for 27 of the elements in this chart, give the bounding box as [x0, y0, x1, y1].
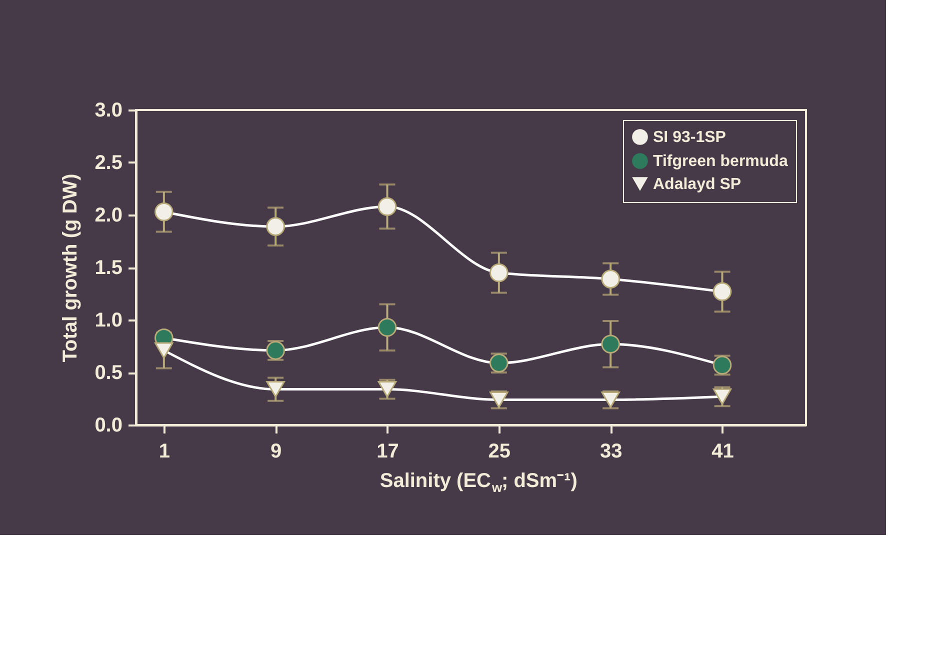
- point: [601, 270, 620, 288]
- legend-label: Adalayd SP: [653, 176, 742, 193]
- legend-label: SI 93-1SP: [653, 129, 726, 146]
- point: [712, 282, 732, 302]
- y-tick-label: 1.0: [94, 310, 122, 332]
- point: [154, 202, 174, 222]
- x-tick-label: 17: [376, 440, 399, 462]
- x-tick-label: 25: [488, 440, 511, 462]
- point: [378, 197, 397, 216]
- x-tick-label: 41: [712, 440, 734, 462]
- y-tick-label: 0.0: [94, 414, 122, 436]
- x-tick-label: 33: [600, 440, 622, 462]
- point: [601, 334, 620, 354]
- y-tick-label: 0.5: [94, 362, 122, 384]
- x-tick-label: 9: [270, 440, 282, 462]
- point: [266, 217, 285, 236]
- y-tick-label: 2.5: [94, 152, 122, 174]
- point: [490, 263, 508, 282]
- point: [154, 342, 174, 359]
- y-tick-label: 2.0: [94, 204, 122, 226]
- y-axis-title: Total growth (g DW): [60, 174, 82, 362]
- x-tick-label: 1: [158, 440, 170, 462]
- point: [266, 381, 285, 398]
- y-tick-label: 1.5: [94, 257, 122, 279]
- y-tick-label: 3.0: [94, 100, 122, 122]
- legend-label: Tifgreen bermuda: [653, 153, 788, 170]
- point: [378, 318, 397, 337]
